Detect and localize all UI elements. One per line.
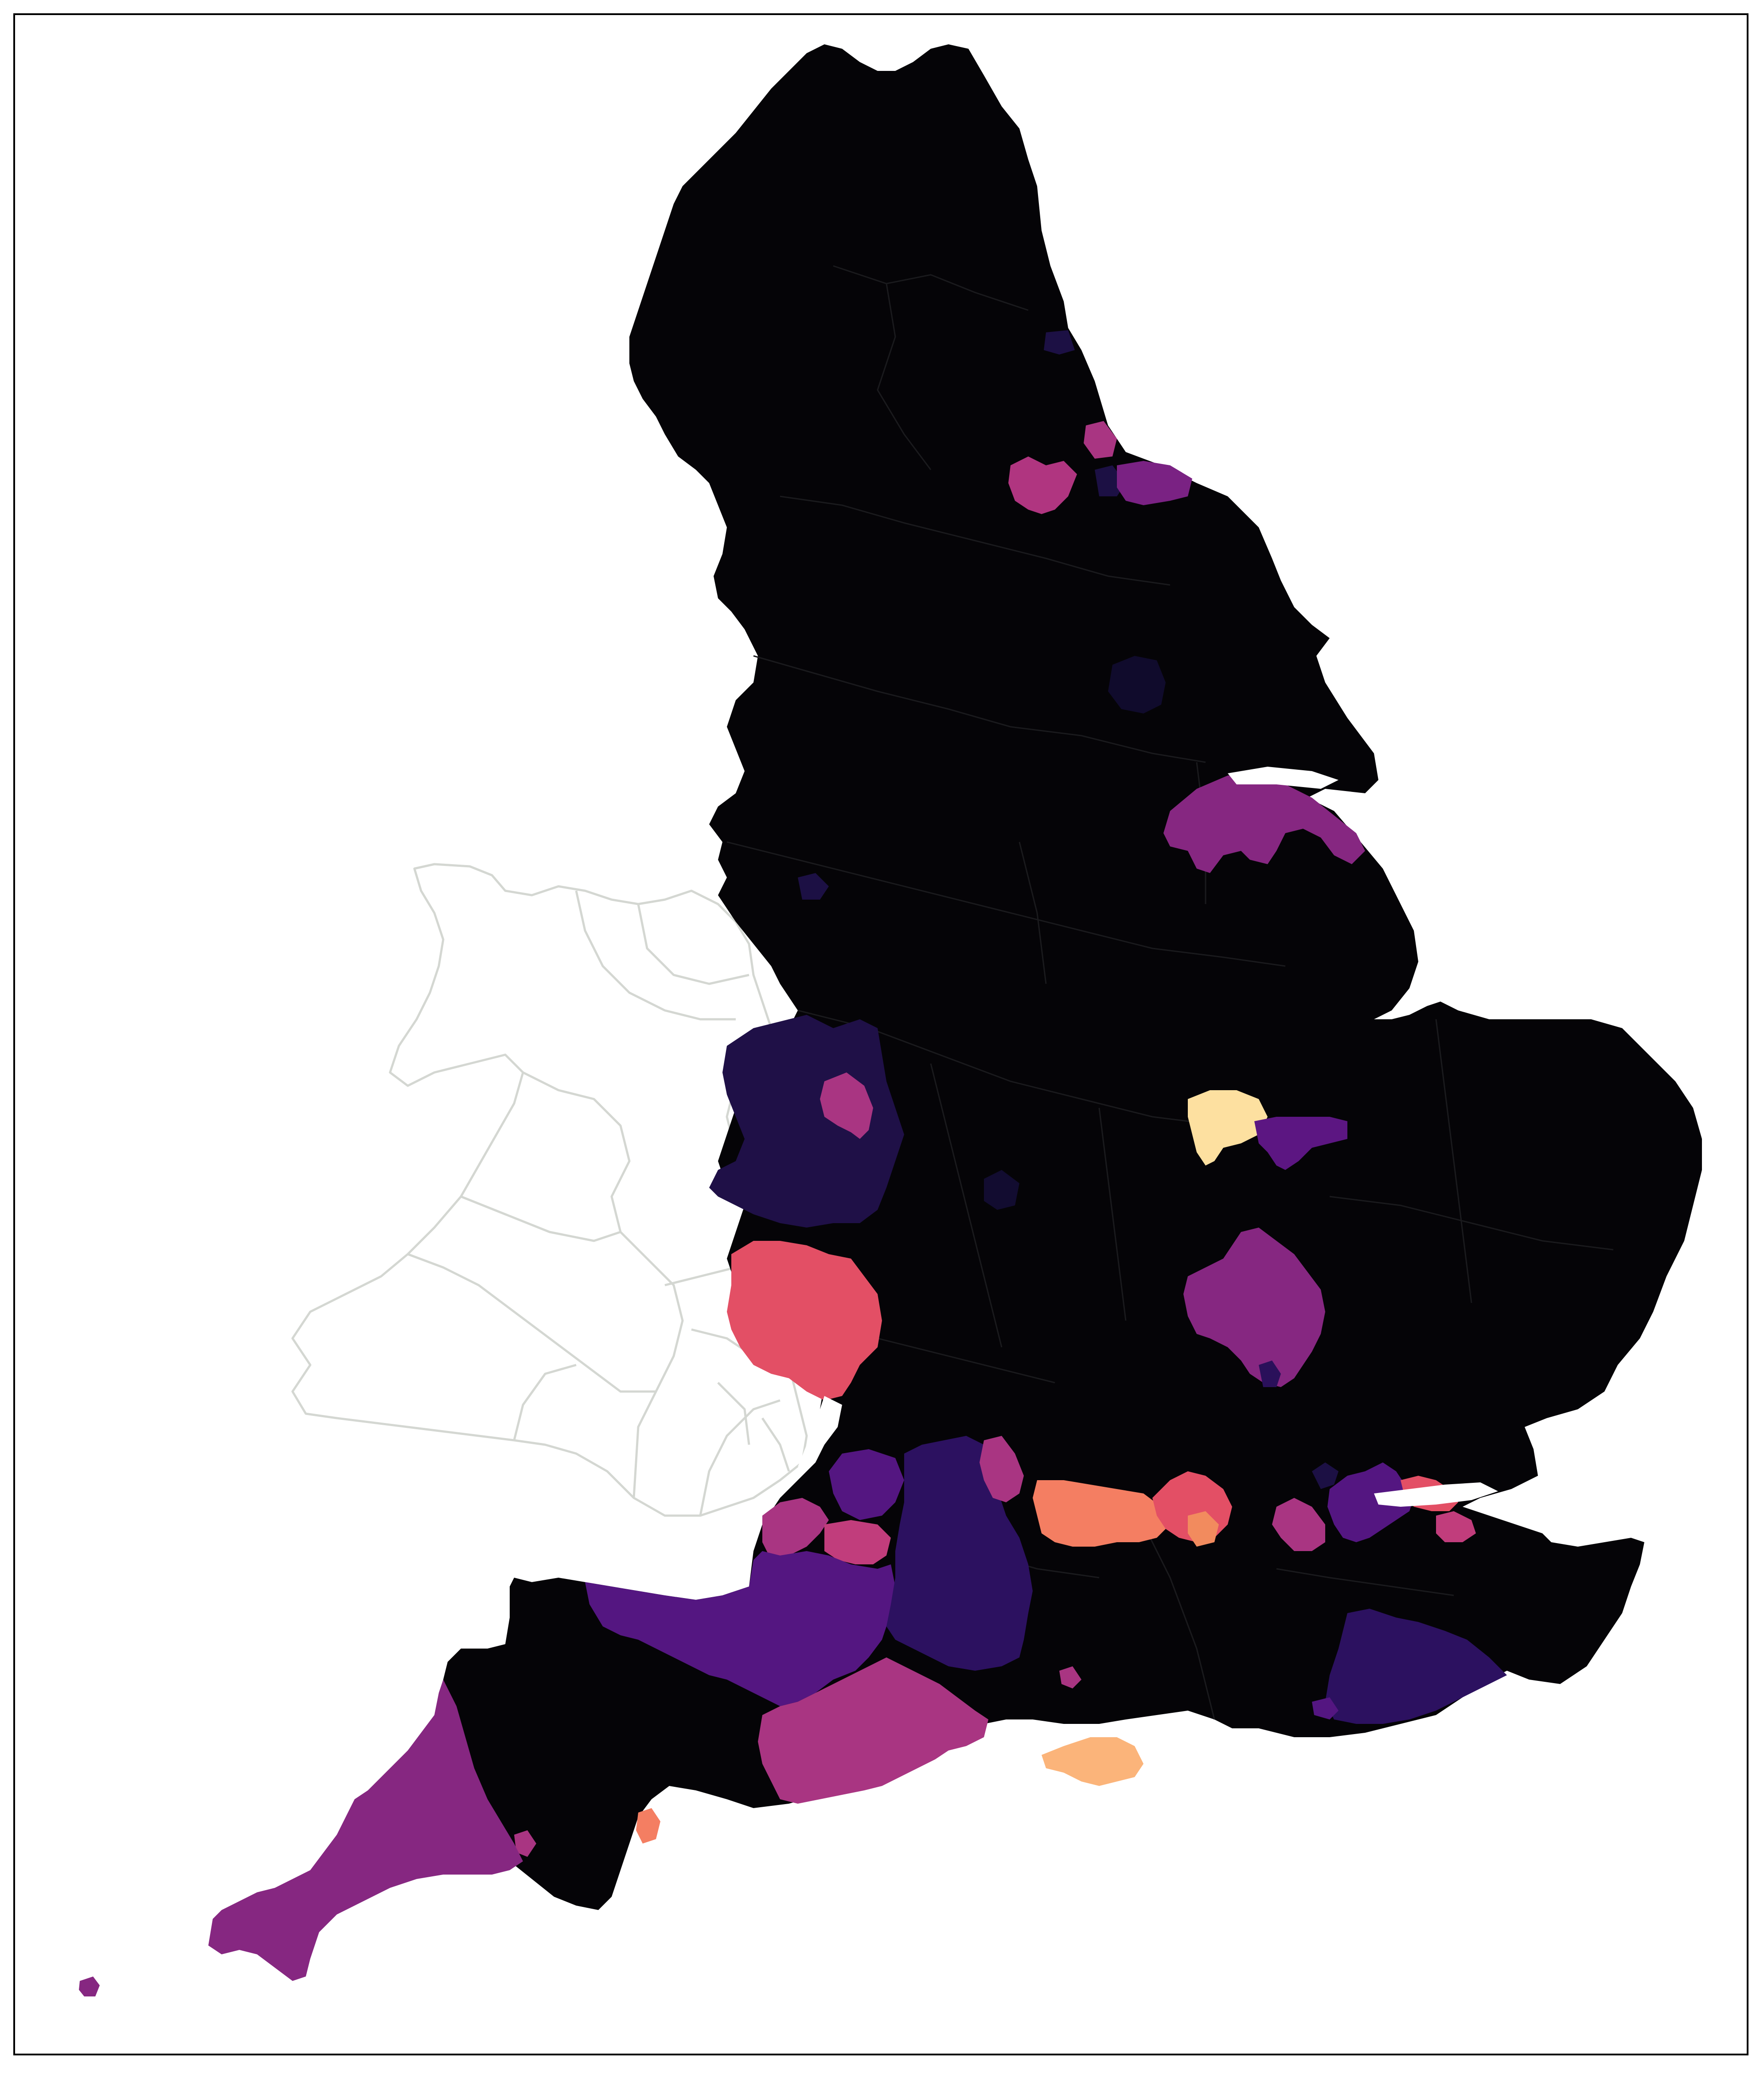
- wales-internal-boundary: [522, 1071, 684, 1498]
- region-isle-of-wight[interactable]: [1042, 1737, 1143, 1786]
- region-wirral-inset[interactable]: [798, 873, 829, 900]
- region-north-lincolnshire[interactable]: [1163, 773, 1365, 873]
- region-birmingham-inset[interactable]: [984, 1170, 1019, 1210]
- region-east-sussex[interactable]: [1325, 1609, 1507, 1724]
- wales-internal-boundary: [407, 1195, 781, 1516]
- region-dorset-poole[interactable]: [758, 1657, 988, 1804]
- region-redcar-cleveland[interactable]: [1117, 461, 1192, 505]
- region-plymouth[interactable]: [514, 1830, 536, 1857]
- region-peterborough[interactable]: [1254, 1117, 1347, 1170]
- region-telford-wrekin[interactable]: [820, 1072, 873, 1139]
- region-northumberland-coast[interactable]: [1044, 330, 1075, 355]
- region-london-boroughs[interactable]: [1327, 1462, 1414, 1542]
- region-darlington[interactable]: [1008, 456, 1077, 514]
- region-medway[interactable]: [1436, 1511, 1476, 1542]
- region-swindon[interactable]: [980, 1436, 1024, 1502]
- region-shropshire[interactable]: [709, 1015, 904, 1228]
- region-north-somerset[interactable]: [762, 1498, 829, 1560]
- region-rutland[interactable]: [1188, 1090, 1268, 1166]
- region-hartlepool[interactable]: [1084, 421, 1117, 459]
- region-portsmouth[interactable]: [1059, 1666, 1081, 1688]
- region-england-base[interactable]: [443, 44, 1702, 1910]
- thames-estuary: [1374, 1482, 1498, 1507]
- region-isles-of-scilly[interactable]: [79, 1977, 100, 1996]
- region-windsor-slough[interactable]: [1188, 1511, 1219, 1547]
- severn-estuary: [798, 1396, 842, 1467]
- local-authority-regions: [79, 330, 1507, 1996]
- region-south-gloucestershire-bristol[interactable]: [829, 1449, 904, 1520]
- region-bath-ne-somerset[interactable]: [824, 1520, 891, 1564]
- humber-estuary: [1228, 767, 1339, 789]
- region-torbay[interactable]: [636, 1808, 660, 1844]
- region-surrey-north[interactable]: [1272, 1498, 1325, 1551]
- region-london-inner[interactable]: [1312, 1462, 1339, 1489]
- estuaries: [798, 767, 1498, 1507]
- wales-outline: [291, 863, 808, 1517]
- england-base: [443, 44, 1702, 1910]
- region-brighton[interactable]: [1312, 1697, 1339, 1719]
- region-luton[interactable]: [1259, 1361, 1281, 1387]
- region-milton-keynes-bedford[interactable]: [1183, 1228, 1325, 1387]
- region-west-berkshire-reading[interactable]: [1033, 1480, 1170, 1547]
- region-york[interactable]: [1108, 656, 1166, 713]
- region-somerset[interactable]: [585, 1551, 895, 1706]
- wales-internal-boundary: [575, 890, 749, 1021]
- region-cornwall[interactable]: [208, 1680, 523, 1981]
- region-herefordshire[interactable]: [727, 1241, 882, 1400]
